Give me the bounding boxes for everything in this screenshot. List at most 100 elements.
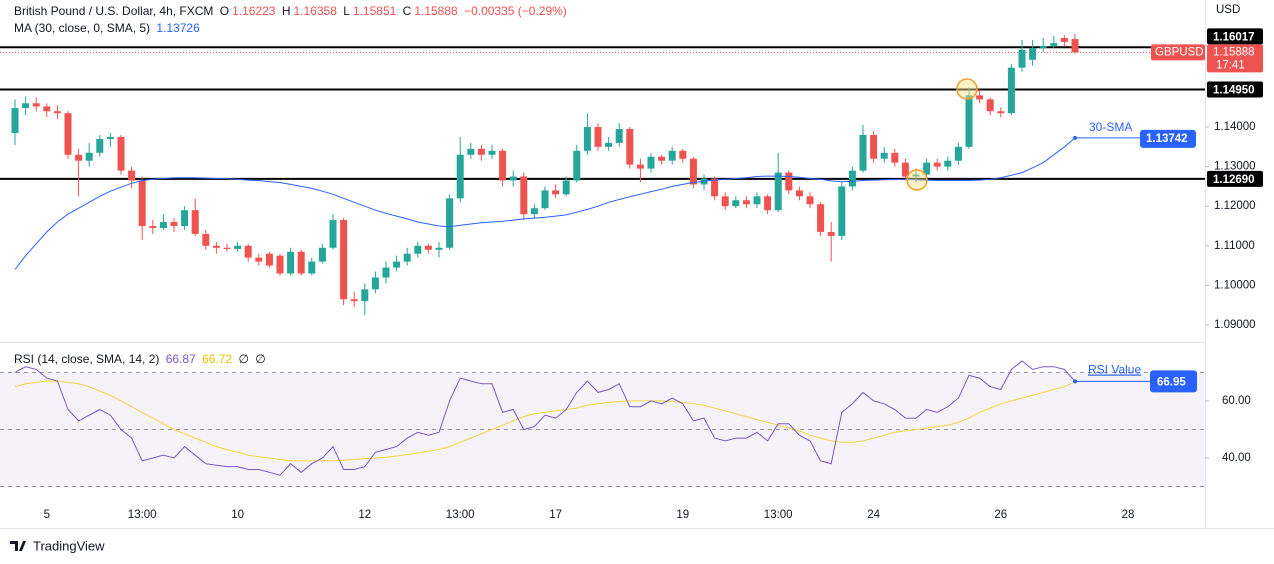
candle-body bbox=[848, 170, 856, 187]
level-badge bbox=[1207, 81, 1263, 98]
candle-body bbox=[689, 158, 697, 185]
candle-body bbox=[742, 200, 750, 205]
rsi-legend: RSI (14, close, SMA, 14, 2) 66.87 66.72 … bbox=[14, 352, 269, 366]
x-tick-label: 12 bbox=[358, 509, 371, 521]
candle-body bbox=[562, 180, 570, 195]
candle-body bbox=[488, 150, 496, 155]
x-tick-label: 26 bbox=[994, 509, 1007, 521]
candle-body bbox=[636, 164, 644, 169]
candle-body bbox=[1029, 47, 1037, 60]
ma-label: MA (30, close, 0, SMA, 5) bbox=[14, 21, 151, 35]
symbol-badge bbox=[1151, 44, 1205, 61]
candle-body bbox=[32, 103, 40, 107]
x-tick-label: 28 bbox=[1122, 509, 1135, 521]
candle-body bbox=[880, 152, 888, 159]
rsi-callout-dot bbox=[1073, 379, 1077, 384]
rsi-value: 66.87 bbox=[165, 352, 196, 366]
candle-body bbox=[371, 277, 379, 290]
candle-body bbox=[954, 146, 962, 161]
candle-body bbox=[297, 251, 305, 274]
candle-body bbox=[870, 134, 878, 159]
ma-line bbox=[14, 137, 1076, 270]
candle-body bbox=[912, 174, 920, 177]
x-tick-label: 24 bbox=[867, 509, 880, 521]
candle-body bbox=[1007, 67, 1015, 114]
candle-body bbox=[223, 247, 231, 249]
candle-body bbox=[446, 198, 454, 248]
candle-body bbox=[477, 148, 485, 155]
candle-body bbox=[393, 261, 401, 268]
candle-body bbox=[923, 162, 931, 175]
legend-value: 1.15851 bbox=[352, 4, 397, 18]
price-badge bbox=[1207, 44, 1263, 73]
candle-body bbox=[573, 150, 581, 181]
candle-body bbox=[265, 253, 273, 266]
candle-body bbox=[64, 113, 72, 155]
candle-body bbox=[244, 245, 252, 258]
candle-body bbox=[774, 172, 782, 211]
candle-body bbox=[891, 152, 899, 163]
rsi-line bbox=[14, 360, 1076, 476]
level-badge-label: 1.12690 bbox=[1213, 174, 1255, 186]
candle-body bbox=[541, 190, 549, 209]
level-badge-label: 1.16017 bbox=[1213, 31, 1255, 43]
candle-body bbox=[827, 231, 835, 236]
candle-body bbox=[679, 150, 687, 159]
candle-body bbox=[85, 152, 93, 161]
candle-body bbox=[986, 99, 994, 112]
ma-badge-label: 1.13742 bbox=[1146, 133, 1188, 145]
candle-body bbox=[350, 299, 358, 302]
rsi-name: RSI Value bbox=[1088, 363, 1141, 377]
candle-body bbox=[318, 247, 326, 262]
candle-body bbox=[658, 156, 666, 161]
x-tick-label: 13:00 bbox=[128, 509, 157, 521]
y-tick-label: 1.12000 bbox=[1214, 200, 1256, 212]
candle-body bbox=[43, 106, 51, 112]
legend-change: −0.00335 (−0.29%) bbox=[464, 4, 567, 18]
ma-value: 1.13726 bbox=[156, 21, 200, 35]
candle-body bbox=[467, 148, 475, 155]
candle-body bbox=[594, 127, 602, 147]
candle-body bbox=[1018, 49, 1026, 68]
candle-body bbox=[806, 196, 814, 205]
countdown: 17:41 bbox=[1216, 59, 1245, 71]
x-tick-label: 5 bbox=[44, 509, 50, 521]
candle-body bbox=[668, 150, 676, 161]
rsi-badge bbox=[1150, 370, 1197, 393]
candle-body bbox=[795, 190, 803, 197]
candle-body bbox=[170, 222, 178, 227]
candle-body bbox=[340, 220, 348, 300]
x-tick-label: 17 bbox=[549, 509, 562, 521]
candle-body bbox=[732, 200, 740, 207]
rsi-extra: ∅ bbox=[238, 352, 249, 366]
candle-body bbox=[435, 247, 443, 250]
level-badge bbox=[1207, 28, 1263, 45]
candle-body bbox=[212, 245, 220, 248]
candle-body bbox=[753, 196, 761, 205]
candle-body bbox=[191, 210, 199, 234]
candle-body bbox=[530, 208, 538, 215]
ma-name: 30-SMA bbox=[1089, 120, 1132, 134]
rsi-ma-line bbox=[14, 380, 1076, 462]
candle-body bbox=[53, 111, 61, 114]
candle-body bbox=[149, 226, 157, 228]
x-tick-label: 19 bbox=[676, 509, 689, 521]
candle-body bbox=[276, 255, 284, 274]
rsi-ma-value: 66.72 bbox=[202, 352, 233, 366]
candle-body bbox=[255, 257, 263, 262]
highlight-circle bbox=[956, 78, 978, 100]
rsi-y-tick-label: 40.00 bbox=[1222, 452, 1251, 464]
candle-body bbox=[403, 253, 411, 262]
y-tick-label: 1.09000 bbox=[1214, 319, 1256, 331]
ma-callout-dot bbox=[1073, 135, 1077, 140]
candle-body bbox=[605, 142, 613, 147]
legend-value: 1.16223 bbox=[232, 4, 276, 18]
candle-body bbox=[509, 176, 517, 181]
candle-body bbox=[128, 170, 136, 181]
legend-letter: O bbox=[219, 4, 230, 18]
candle-body bbox=[414, 245, 422, 254]
candle-body bbox=[424, 245, 432, 250]
